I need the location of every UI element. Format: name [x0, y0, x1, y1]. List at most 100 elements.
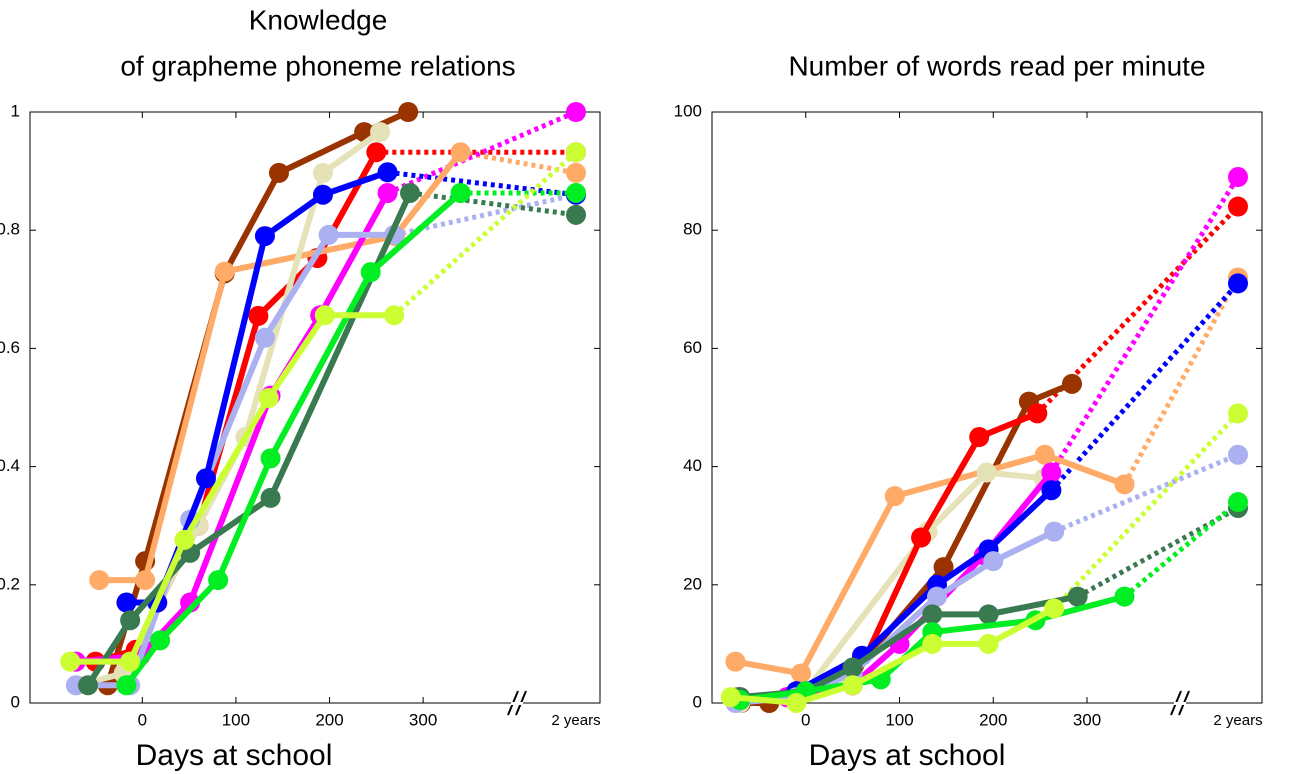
data-point: [360, 262, 381, 283]
data-point: [1067, 586, 1088, 607]
two-year-point: [566, 182, 586, 203]
axis-break-gap: [511, 702, 523, 705]
x-axis-label: Days at school: [809, 739, 1006, 772]
data-point: [450, 142, 471, 163]
data-point: [922, 604, 943, 625]
data-point: [89, 570, 110, 591]
data-point: [174, 529, 195, 550]
data-point: [384, 305, 405, 326]
data-point: [260, 448, 281, 469]
two-year-point: [1228, 492, 1248, 513]
data-point: [1041, 480, 1062, 501]
data-point: [450, 182, 471, 203]
y-tick-label: 80: [683, 220, 702, 239]
two-year-extension: [386, 109, 577, 196]
two-year-point: [1228, 444, 1248, 465]
plot-frame: [29, 111, 601, 704]
data-point: [208, 570, 229, 591]
x-tick-label: 300: [1073, 710, 1101, 729]
data-point: [260, 487, 281, 508]
x-tick-label: 300: [409, 710, 437, 729]
two-year-extension: [392, 150, 578, 318]
two-year-extension: [1049, 281, 1240, 492]
two-year-point: [566, 142, 586, 163]
y-tick-label: 100: [674, 101, 702, 120]
two-year-extension: [409, 190, 577, 218]
x-axis-label: Days at school: [136, 739, 333, 772]
data-point: [976, 462, 997, 483]
data-point: [978, 633, 999, 654]
data-point: [254, 327, 275, 348]
data-point: [922, 633, 943, 654]
y-tick-label: 60: [683, 338, 702, 357]
data-point: [258, 388, 279, 409]
y-tick-label: 0.8: [0, 220, 20, 239]
two-year-point: [566, 204, 586, 225]
data-point: [318, 224, 339, 245]
data-point: [969, 427, 990, 448]
data-point: [911, 527, 932, 548]
data-point: [1027, 403, 1048, 424]
data-point: [978, 604, 999, 625]
chart-title: Knowledge: [249, 4, 388, 35]
data-point: [933, 557, 954, 578]
data-point: [370, 122, 391, 143]
data-point: [377, 162, 398, 183]
data-point: [377, 182, 398, 203]
data-point: [214, 261, 235, 282]
data-point: [150, 630, 171, 651]
data-point: [312, 162, 333, 183]
data-point: [786, 693, 807, 713]
y-tick-label: 0: [11, 692, 20, 711]
two-year-point: [1228, 273, 1248, 294]
data-point: [116, 675, 137, 696]
data-point: [927, 586, 947, 607]
x-tick-label: 100: [885, 710, 913, 729]
chart-title: Number of words read per minute: [788, 50, 1205, 81]
data-point: [842, 657, 863, 678]
two-year-extension: [1122, 500, 1240, 599]
chart-title: of grapheme phoneme relations: [120, 50, 515, 81]
series-line: [99, 150, 463, 584]
data-point: [1044, 598, 1065, 619]
y-tick-label: 0.4: [0, 456, 20, 475]
two-year-extension: [1076, 505, 1240, 599]
data-point: [314, 305, 335, 326]
data-point: [1062, 373, 1082, 394]
x-tick-label: 200: [979, 710, 1007, 729]
data-point: [248, 305, 269, 326]
x-tick-label: 200: [315, 710, 343, 729]
y-tick-label: 0.6: [0, 338, 20, 357]
x-tick-label: 0: [801, 710, 810, 729]
series-line: [735, 528, 1056, 706]
data-point: [60, 651, 81, 672]
data-point: [116, 592, 137, 613]
data-point: [1041, 462, 1062, 483]
two-year-point: [566, 102, 586, 122]
data-point: [398, 102, 419, 122]
data-point: [1044, 521, 1065, 542]
data-point: [1034, 444, 1055, 465]
x-tick-label: 100: [222, 710, 250, 729]
data-point: [366, 142, 387, 163]
y-tick-label: 0.2: [0, 574, 20, 593]
data-point: [842, 675, 863, 696]
data-point: [725, 651, 746, 672]
two-year-point: [1228, 167, 1248, 188]
two-year-extension: [1049, 175, 1241, 474]
data-point: [884, 486, 905, 507]
two-year-extension: [393, 192, 577, 238]
x-break-label: 2 years: [1213, 712, 1262, 729]
two-year-extension: [1053, 452, 1239, 534]
y-tick-label: 20: [683, 574, 702, 593]
y-tick-label: 40: [683, 456, 702, 475]
data-point: [1114, 474, 1135, 495]
data-point: [791, 663, 812, 684]
two-year-point: [1228, 196, 1248, 217]
two-year-point: [566, 162, 586, 183]
data-point: [400, 182, 421, 203]
x-tick-label: 0: [138, 710, 147, 729]
data-point: [1114, 586, 1135, 607]
plot-frame: [711, 111, 1263, 704]
